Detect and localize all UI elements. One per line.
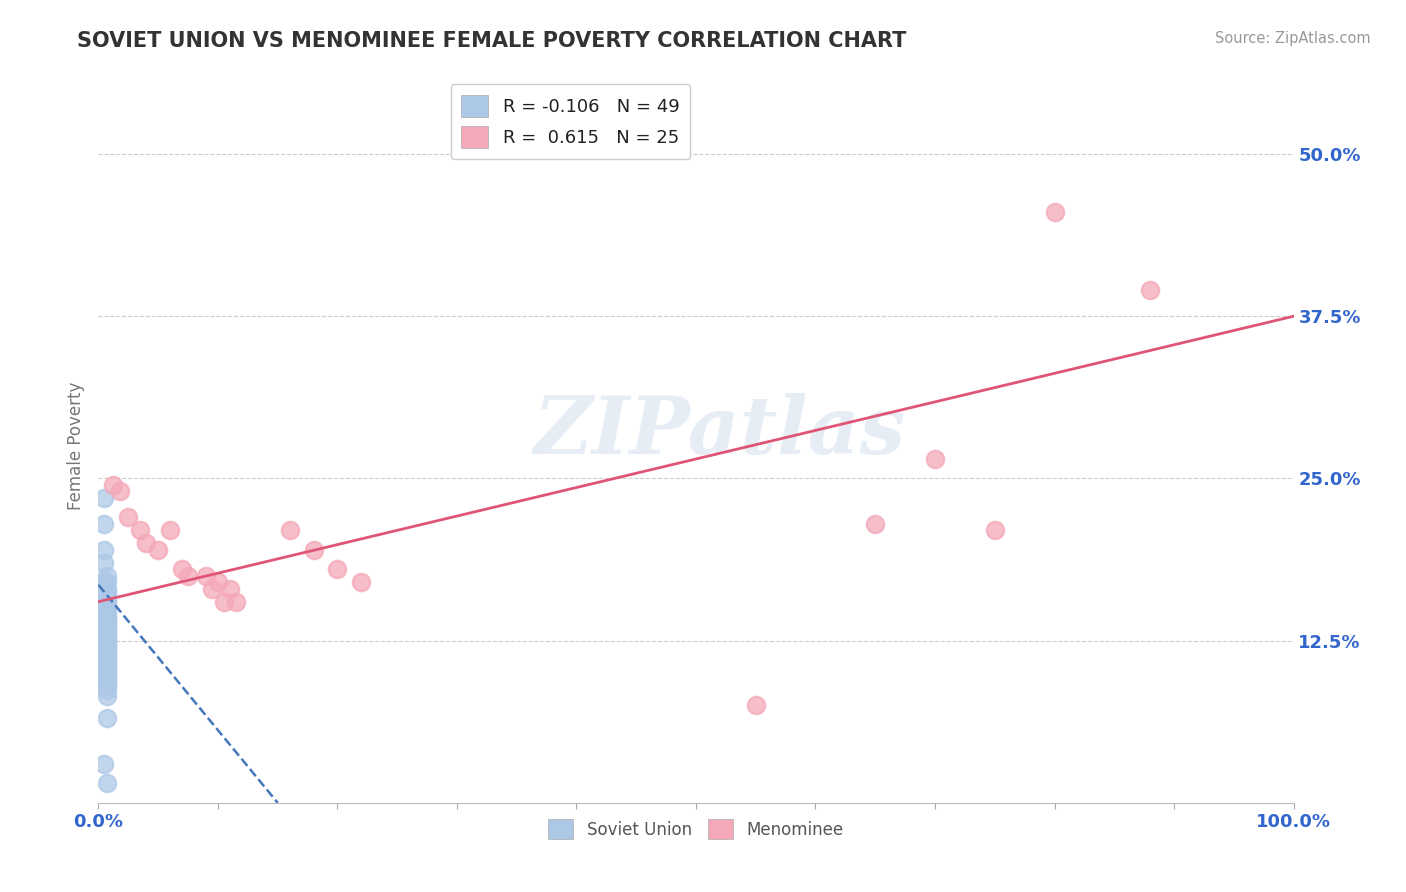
Point [96,653,118,667]
Point [96,656,118,670]
Point [159,524,181,538]
Point [984,524,1007,538]
Point [101,478,124,492]
Point [212,595,235,609]
Point [108,484,131,499]
Point [96,588,118,602]
Point [96,711,118,725]
Point [219,582,242,596]
Point [195,568,218,582]
Point [96,661,118,675]
Point [96,584,118,599]
Point [96,638,118,652]
Point [96,658,118,673]
Point [1043,205,1066,219]
Point [93,575,115,590]
Point [225,595,247,609]
Point [96,666,118,681]
Point [96,607,118,622]
Legend: Soviet Union, Menominee: Soviet Union, Menominee [541,813,851,846]
Point [924,452,946,467]
Point [96,673,118,688]
Text: SOVIET UNION VS MENOMINEE FEMALE POVERTY CORRELATION CHART: SOVIET UNION VS MENOMINEE FEMALE POVERTY… [77,31,907,51]
Point [93,542,115,557]
Point [302,542,325,557]
Point [135,536,157,550]
Point [96,595,118,609]
Point [96,668,118,682]
Point [148,542,170,557]
Point [865,516,887,531]
Point [96,676,118,690]
Point [96,642,118,657]
Point [278,524,301,538]
Point [745,698,768,713]
Point [96,624,118,639]
Point [326,562,349,576]
Point [93,491,115,505]
Point [207,575,229,590]
Point [96,650,118,665]
Point [96,671,118,685]
Text: ZIPatlas: ZIPatlas [534,393,905,470]
Point [96,619,118,633]
Point [96,648,118,662]
Point [93,516,115,531]
Point [96,640,118,654]
Point [96,635,118,649]
Point [96,627,118,641]
Point [96,604,118,618]
Point [177,568,200,582]
Point [96,613,118,627]
Point [96,645,118,659]
Point [129,524,152,538]
Y-axis label: Female Poverty: Female Poverty [66,382,84,510]
Point [350,575,373,590]
Text: Source: ZipAtlas.com: Source: ZipAtlas.com [1215,31,1371,46]
Point [96,776,118,790]
Point [96,632,118,647]
Point [93,756,115,771]
Point [96,630,118,644]
Point [96,664,118,678]
Point [96,614,118,628]
Point [96,575,118,590]
Point [201,582,224,596]
Point [96,568,118,582]
Point [96,679,118,693]
Point [96,599,118,613]
Point [93,556,115,570]
Point [172,562,194,576]
Point [96,601,118,615]
Point [1139,283,1161,297]
Point [117,510,139,524]
Point [96,622,118,636]
Point [96,616,118,631]
Point [96,591,118,605]
Point [96,690,118,704]
Point [96,610,118,624]
Point [96,682,118,697]
Point [96,582,118,596]
